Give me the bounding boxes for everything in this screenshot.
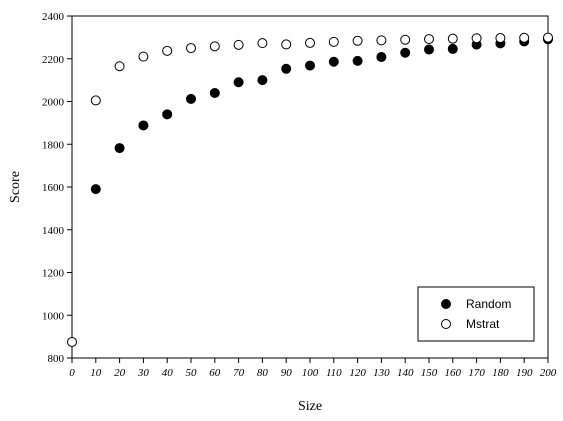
data-point-random (233, 77, 244, 88)
data-point-random (114, 143, 125, 154)
x-tick-label: 10 (90, 367, 102, 379)
data-point-random (186, 93, 196, 104)
y-tick-label: 1400 (42, 225, 65, 237)
legend: Random Mstrat (417, 286, 535, 342)
data-point-mstrat (233, 39, 244, 50)
legend-label-mstrat: Mstrat (466, 317, 500, 331)
x-tick-label: 50 (186, 367, 198, 379)
data-point-mstrat (162, 45, 173, 56)
x-tick-label: 160 (445, 367, 462, 379)
y-tick-label: 800 (48, 353, 65, 365)
data-point-mstrat (519, 32, 530, 43)
data-point-random (281, 63, 292, 74)
x-tick-label: 140 (397, 367, 414, 379)
y-tick-label: 2400 (42, 11, 65, 23)
data-point-mstrat (67, 336, 77, 347)
x-tick-label: 0 (69, 367, 75, 379)
x-tick-label: 80 (257, 367, 269, 379)
x-tick-label: 190 (516, 367, 533, 379)
x-tick-label: 130 (373, 367, 390, 379)
data-point-mstrat (281, 39, 292, 50)
data-point-mstrat (90, 95, 101, 106)
data-point-mstrat (138, 51, 149, 62)
y-tick-label: 1600 (42, 182, 65, 194)
data-point-mstrat (376, 35, 387, 46)
legend-marker-mstrat (441, 319, 451, 329)
data-point-mstrat (305, 37, 315, 48)
x-tick-label: 170 (468, 367, 485, 379)
x-tick-label: 70 (233, 367, 245, 379)
y-tick-label: 1000 (42, 310, 65, 322)
x-tick-label: 100 (302, 367, 319, 379)
x-tick-label: 150 (421, 367, 438, 379)
x-axis-title: Size (298, 399, 322, 414)
x-tick-label: 120 (349, 367, 366, 379)
axis-tick-labels: 0 10 20 30 40 50 60 70 80 90 100 110 120 130 140 150 160… (42, 11, 557, 379)
data-point-random (209, 87, 220, 98)
y-tick-label: 2000 (42, 97, 65, 109)
x-tick-label: 30 (137, 367, 150, 379)
data-point-mstrat (186, 43, 196, 54)
data-point-random (90, 184, 101, 195)
data-point-random (447, 43, 458, 54)
legend-marker-random (441, 299, 451, 309)
data-point-mstrat (257, 38, 268, 49)
x-tick-label: 60 (209, 367, 221, 379)
data-point-random (352, 55, 363, 66)
y-tick-label: 1200 (42, 268, 65, 280)
data-point-random (400, 47, 411, 58)
data-point-mstrat (400, 34, 411, 45)
data-point-mstrat (424, 34, 434, 45)
legend-label-random: Random (466, 297, 511, 311)
data-point-mstrat (114, 61, 125, 72)
x-tick-label: 200 (540, 367, 557, 379)
data-point-mstrat (352, 35, 363, 46)
data-point-mstrat (447, 33, 458, 44)
x-tick-label: 180 (492, 367, 509, 379)
x-tick-label: 20 (114, 367, 126, 379)
data-point-mstrat (328, 36, 339, 47)
data-point-mstrat (471, 33, 482, 44)
data-point-mstrat (209, 41, 220, 52)
x-tick-label: 90 (281, 367, 293, 379)
data-point-random (424, 44, 434, 55)
data-point-mstrat (543, 32, 553, 43)
data-point-random (257, 75, 268, 86)
data-point-random (328, 56, 339, 67)
y-tick-label: 1800 (42, 139, 65, 151)
axis-ticks (67, 15, 549, 363)
data-point-random (305, 60, 315, 71)
data-point-random (138, 120, 149, 131)
x-tick-label: 110 (326, 367, 342, 379)
data-point-mstrat (495, 33, 506, 44)
data-point-random (376, 52, 387, 63)
y-axis-title: Score (8, 171, 23, 203)
legend-box (417, 286, 535, 342)
data-points (67, 32, 553, 347)
y-tick-label: 2200 (42, 54, 65, 66)
data-point-random (162, 109, 173, 120)
x-tick-label: 40 (162, 367, 174, 379)
